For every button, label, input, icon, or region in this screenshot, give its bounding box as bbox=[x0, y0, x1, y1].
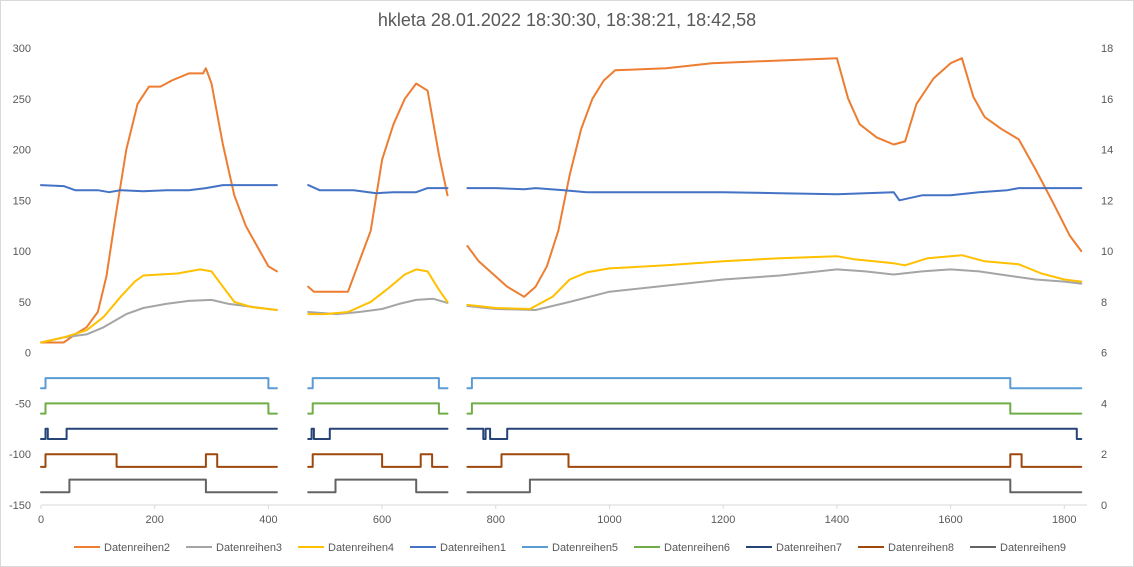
series-line-datenreihen6 bbox=[40, 402, 1083, 415]
y-right-tick-label: 8 bbox=[1101, 297, 1107, 309]
y-right-tick-label: 4 bbox=[1101, 398, 1107, 410]
legend-label: Datenreihen1 bbox=[440, 542, 506, 554]
series-line-datenreihen5 bbox=[40, 377, 1083, 390]
series-line-datenreihen8 bbox=[40, 453, 1083, 468]
legend-item: Datenreihen8 bbox=[858, 542, 954, 554]
y-right-tick-label: 6 bbox=[1101, 348, 1107, 360]
legend-label: Datenreihen7 bbox=[776, 542, 842, 554]
x-tick-label: 1000 bbox=[597, 514, 621, 526]
y-right-tick-label: 2 bbox=[1101, 449, 1107, 461]
legend-label: Datenreihen5 bbox=[552, 542, 618, 554]
y-right-tick-label: 10 bbox=[1101, 246, 1113, 258]
legend-label: Datenreihen9 bbox=[1000, 542, 1066, 554]
x-tick-label: 1400 bbox=[825, 514, 849, 526]
y-left-tick-label: 100 bbox=[13, 246, 31, 258]
x-tick-label: 200 bbox=[146, 514, 164, 526]
y-left-tick-label: -150 bbox=[9, 500, 31, 512]
y-right-tick-label: 14 bbox=[1101, 145, 1113, 157]
series-line-datenreihen4 bbox=[40, 254, 1083, 344]
y-right-tick-label: 18 bbox=[1101, 43, 1113, 55]
y-right-tick-label: 16 bbox=[1101, 94, 1113, 106]
y-left-tick-label: -50 bbox=[15, 398, 31, 410]
y-left-tick-label: -100 bbox=[9, 449, 31, 461]
chart-title: hkleta 28.01.2022 18:30:30, 18:38:21, 18… bbox=[377, 10, 757, 30]
legend-label: Datenreihen3 bbox=[216, 542, 282, 554]
x-tick-label: 0 bbox=[38, 514, 44, 526]
y-left-tick-label: 250 bbox=[13, 94, 31, 106]
legend-item: Datenreihen7 bbox=[746, 542, 842, 554]
series-line-datenreihen7 bbox=[40, 427, 1083, 440]
x-tick-label: 800 bbox=[487, 514, 505, 526]
y-left-tick-label: 50 bbox=[19, 297, 31, 309]
legend-item: Datenreihen1 bbox=[410, 542, 506, 554]
legend-item: Datenreihen3 bbox=[186, 542, 282, 554]
y-left-tick-label: 0 bbox=[25, 348, 31, 360]
series-line-datenreihen9 bbox=[40, 478, 1083, 494]
x-tick-label: 400 bbox=[259, 514, 277, 526]
y-right-tick-label: 0 bbox=[1101, 500, 1107, 512]
y-left-tick-label: 150 bbox=[13, 195, 31, 207]
series-line-datenreihen1 bbox=[40, 184, 1083, 202]
legend-label: Datenreihen4 bbox=[328, 542, 394, 554]
x-tick-label: 600 bbox=[373, 514, 391, 526]
series-line-datenreihen3 bbox=[40, 268, 1083, 344]
legend-label: Datenreihen2 bbox=[104, 542, 170, 554]
y-right-tick-label: 12 bbox=[1101, 195, 1113, 207]
legend-item: Datenreihen4 bbox=[298, 542, 394, 554]
legend-item: Datenreihen6 bbox=[634, 542, 730, 554]
y-left-tick-label: 300 bbox=[13, 43, 31, 55]
x-tick-label: 1600 bbox=[938, 514, 962, 526]
legend-item: Datenreihen5 bbox=[522, 542, 618, 554]
legend-label: Datenreihen6 bbox=[664, 542, 730, 554]
legend-item: Datenreihen2 bbox=[74, 542, 170, 554]
x-tick-label: 1200 bbox=[711, 514, 735, 526]
series-line-datenreihen2 bbox=[40, 57, 1083, 344]
y-left-tick-label: 200 bbox=[13, 145, 31, 157]
legend-item: Datenreihen9 bbox=[970, 542, 1066, 554]
x-tick-label: 1800 bbox=[1052, 514, 1076, 526]
legend-label: Datenreihen8 bbox=[888, 542, 954, 554]
